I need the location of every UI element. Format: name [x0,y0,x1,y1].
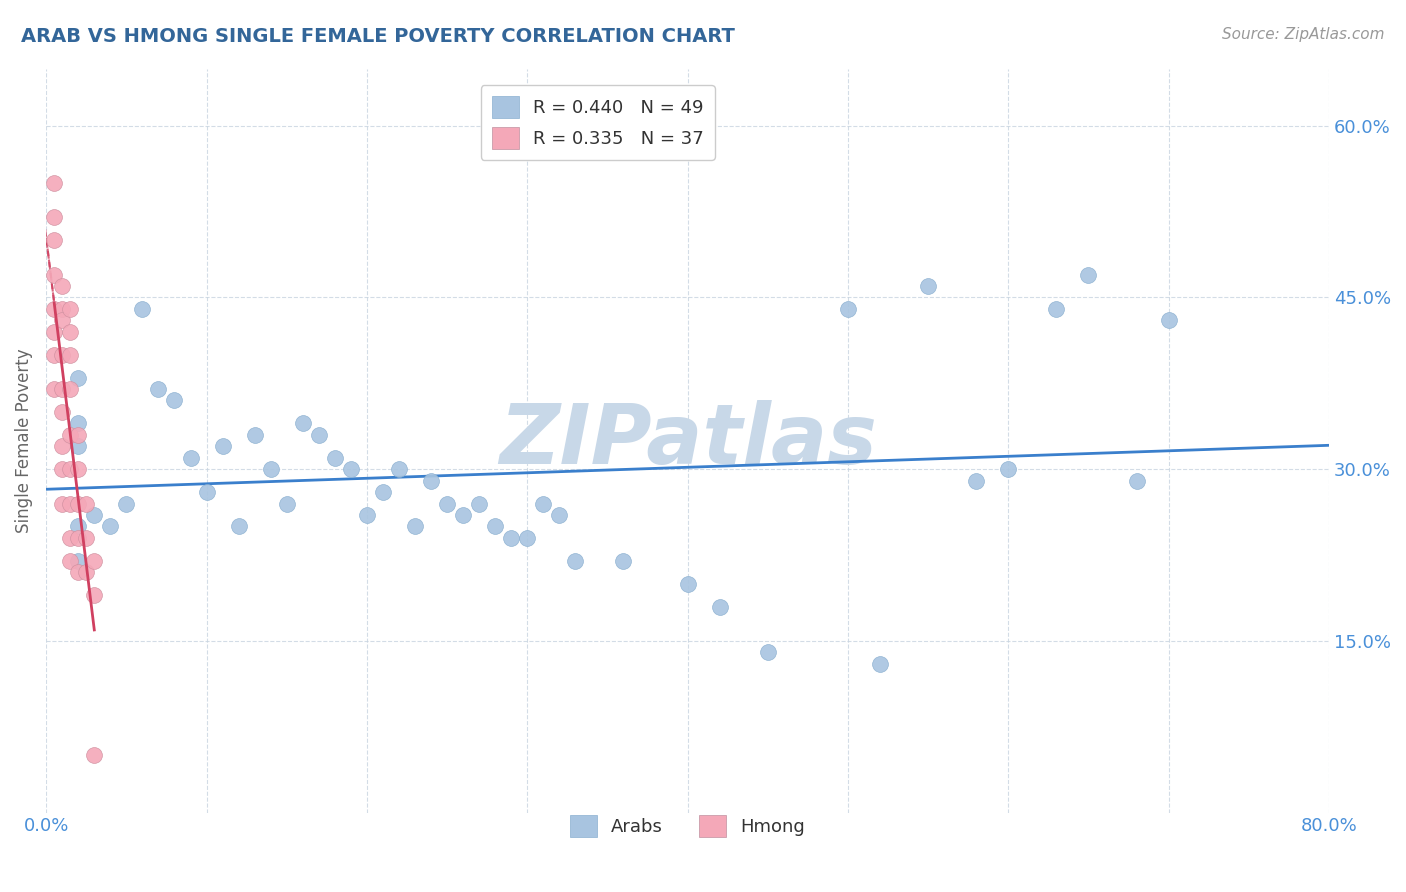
Point [323,450,346,465]
Point [67,565,90,579]
Text: Source: ZipAtlas.com: Source: ZipAtlas.com [1222,27,1385,42]
Point [484,519,506,533]
Point [67,496,90,510]
Point [75,565,97,579]
Point [564,554,586,568]
Point [67,462,90,476]
Point [420,474,443,488]
Point [67,554,90,568]
Point [1045,301,1067,316]
Point [51,496,73,510]
Point [44,325,66,339]
Point [548,508,571,522]
Point [59,382,82,396]
Point [965,474,987,488]
Point [837,301,859,316]
Point [59,554,82,568]
Point [59,325,82,339]
Point [340,462,363,476]
Text: ZIPatlas: ZIPatlas [499,400,876,481]
Point [75,531,97,545]
Point [75,496,97,510]
Point [516,531,538,545]
Point [51,279,73,293]
Point [83,748,105,763]
Point [83,588,105,602]
Point [44,176,66,190]
Point [67,519,90,533]
Point [195,485,218,500]
Point [997,462,1019,476]
Point [67,370,90,384]
Point [756,645,779,659]
Point [44,348,66,362]
Point [59,427,82,442]
Point [67,417,90,431]
Legend: Arabs, Hmong: Arabs, Hmong [562,808,813,845]
Point [51,462,73,476]
Point [869,657,891,671]
Point [1077,268,1099,282]
Point [163,393,186,408]
Point [388,462,411,476]
Point [67,531,90,545]
Point [44,211,66,225]
Point [709,599,731,614]
Point [115,496,138,510]
Point [356,508,378,522]
Point [59,462,82,476]
Point [67,439,90,453]
Text: ARAB VS HMONG SINGLE FEMALE POVERTY CORRELATION CHART: ARAB VS HMONG SINGLE FEMALE POVERTY CORR… [21,27,735,45]
Point [404,519,426,533]
Point [83,508,105,522]
Point [501,531,523,545]
Point [276,496,298,510]
Y-axis label: Single Female Poverty: Single Female Poverty [15,348,32,533]
Point [1157,313,1180,327]
Point [51,301,73,316]
Point [612,554,634,568]
Point [451,508,474,522]
Point [531,496,554,510]
Point [98,519,121,533]
Point [243,427,266,442]
Point [371,485,394,500]
Point [51,382,73,396]
Point [67,427,90,442]
Point [148,382,170,396]
Point [228,519,250,533]
Point [51,348,73,362]
Point [44,233,66,247]
Point [51,405,73,419]
Point [51,313,73,327]
Point [59,348,82,362]
Point [676,576,699,591]
Point [1125,474,1147,488]
Point [260,462,283,476]
Point [59,301,82,316]
Point [436,496,458,510]
Point [83,554,105,568]
Point [468,496,491,510]
Point [44,382,66,396]
Point [211,439,233,453]
Point [51,439,73,453]
Point [44,268,66,282]
Point [291,417,314,431]
Point [59,496,82,510]
Point [917,279,939,293]
Point [131,301,153,316]
Point [59,531,82,545]
Point [308,427,330,442]
Point [44,301,66,316]
Point [179,450,201,465]
